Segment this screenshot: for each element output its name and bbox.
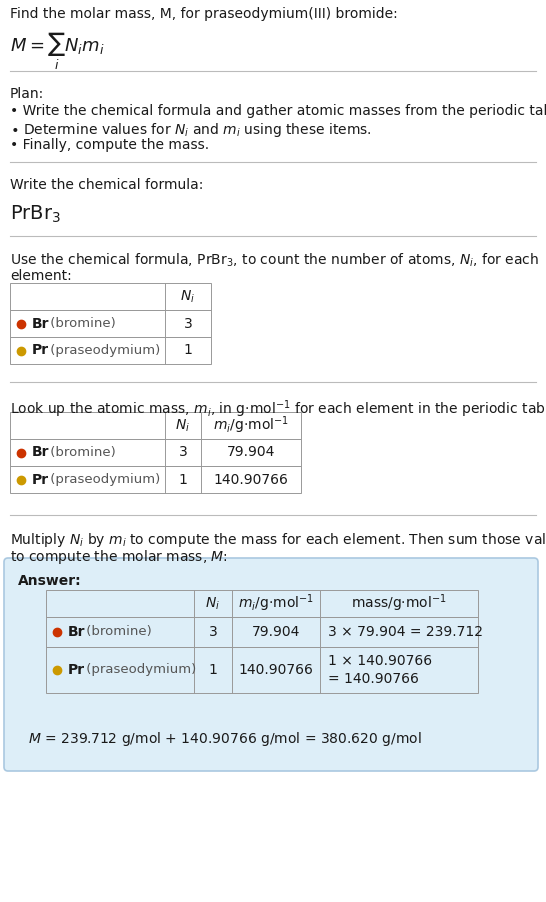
- Text: 140.90766: 140.90766: [213, 473, 288, 486]
- Text: $N_i$: $N_i$: [175, 418, 191, 434]
- Text: • Write the chemical formula and gather atomic masses from the periodic table.: • Write the chemical formula and gather …: [10, 104, 546, 118]
- Text: Pr: Pr: [32, 473, 49, 486]
- Text: 140.90766: 140.90766: [239, 663, 313, 677]
- Text: $N_i$: $N_i$: [181, 289, 195, 305]
- Text: (bromine): (bromine): [46, 317, 116, 330]
- Text: (praseodymium): (praseodymium): [46, 344, 160, 357]
- Text: (praseodymium): (praseodymium): [46, 473, 160, 486]
- Text: Pr: Pr: [68, 663, 85, 677]
- Bar: [10, 466, 301, 493]
- Text: 3: 3: [179, 446, 187, 459]
- Text: $M$ = 239.712 g/mol + 140.90766 g/mol = 380.620 g/mol: $M$ = 239.712 g/mol + 140.90766 g/mol = …: [28, 730, 422, 748]
- Text: $N_i$: $N_i$: [205, 595, 221, 612]
- Text: Find the molar mass, M, for praseodymium(III) bromide:: Find the molar mass, M, for praseodymium…: [10, 7, 397, 21]
- Text: Use the chemical formula, PrBr$_3$, to count the number of atoms, $N_i$, for eac: Use the chemical formula, PrBr$_3$, to c…: [10, 252, 539, 270]
- Text: Look up the atomic mass, $m_i$, in g·mol$^{-1}$ for each element in the periodic: Look up the atomic mass, $m_i$, in g·mol…: [10, 398, 546, 419]
- Text: 3: 3: [183, 317, 192, 330]
- Text: $M = \sum_i N_i m_i$: $M = \sum_i N_i m_i$: [10, 31, 104, 72]
- Text: 3: 3: [209, 625, 217, 639]
- Text: 79.904: 79.904: [227, 446, 275, 459]
- Text: Br: Br: [32, 317, 50, 330]
- Text: = 140.90766: = 140.90766: [328, 672, 419, 686]
- Text: Answer:: Answer:: [18, 574, 81, 588]
- Text: Br: Br: [32, 446, 50, 459]
- Text: element:: element:: [10, 269, 72, 283]
- Bar: [10, 283, 211, 310]
- Text: 1: 1: [209, 663, 217, 677]
- Bar: [10, 337, 211, 364]
- Text: $m_i$/g·mol$^{-1}$: $m_i$/g·mol$^{-1}$: [238, 593, 314, 614]
- Text: (bromine): (bromine): [82, 625, 152, 639]
- Bar: [10, 439, 301, 466]
- Text: $m_i$/g·mol$^{-1}$: $m_i$/g·mol$^{-1}$: [213, 415, 289, 437]
- Text: 79.904: 79.904: [252, 625, 300, 639]
- Text: to compute the molar mass, $M$:: to compute the molar mass, $M$:: [10, 548, 228, 566]
- Text: (praseodymium): (praseodymium): [82, 664, 196, 676]
- Text: Plan:: Plan:: [10, 87, 44, 101]
- Text: Pr: Pr: [32, 344, 49, 357]
- Bar: [10, 310, 211, 337]
- Bar: [46, 590, 478, 617]
- Text: Multiply $N_i$ by $m_i$ to compute the mass for each element. Then sum those val: Multiply $N_i$ by $m_i$ to compute the m…: [10, 531, 546, 549]
- Bar: [46, 617, 478, 647]
- Text: mass/g·mol$^{-1}$: mass/g·mol$^{-1}$: [351, 593, 447, 614]
- Text: (bromine): (bromine): [46, 446, 116, 459]
- Text: Br: Br: [68, 625, 86, 639]
- Text: 1 × 140.90766: 1 × 140.90766: [328, 654, 432, 668]
- Text: • Finally, compute the mass.: • Finally, compute the mass.: [10, 138, 209, 152]
- Text: 3 × 79.904 = 239.712: 3 × 79.904 = 239.712: [328, 625, 483, 639]
- Bar: [10, 412, 301, 439]
- Bar: [46, 647, 478, 693]
- Text: PrBr$_3$: PrBr$_3$: [10, 204, 61, 226]
- Text: Write the chemical formula:: Write the chemical formula:: [10, 178, 203, 192]
- Text: $\bullet$ Determine values for $N_i$ and $m_i$ using these items.: $\bullet$ Determine values for $N_i$ and…: [10, 121, 372, 139]
- FancyBboxPatch shape: [4, 558, 538, 771]
- Text: 1: 1: [183, 344, 192, 357]
- Text: 1: 1: [179, 473, 187, 486]
